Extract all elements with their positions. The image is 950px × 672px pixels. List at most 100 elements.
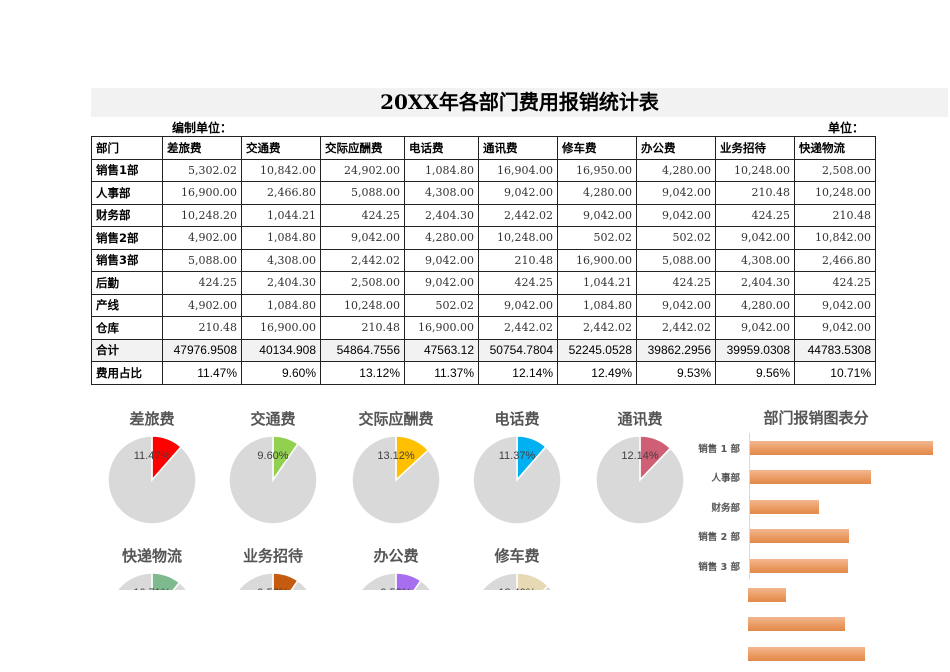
table-cell: 9.53% [636, 361, 716, 385]
bar-category-label: 销售 2 部 [698, 532, 740, 544]
table-cell: 12.49% [557, 361, 637, 385]
ratio-row: 费用占比 11.47% 9.60% 13.12% 11.37% 12.14% 12.49% 9… [91, 361, 876, 385]
pie-title: 修车费 [494, 547, 540, 565]
pie-slice-rest [116, 572, 188, 590]
pie-data-label: 12.49% [498, 587, 536, 590]
pie-slice-rest [107, 435, 197, 525]
table-cell: 54864.7556 [320, 338, 405, 362]
pie-slice-rest [360, 572, 432, 590]
bar [750, 441, 934, 455]
table-cell: 9,042.00 [478, 181, 558, 205]
expense-table: 部门 差旅费 交通费 交际应酬费 电话费 通讯费 修车费 办公费 业务招待 快递物流 销售1部 5,3… [91, 136, 876, 385]
table-cell: 2,442.02 [636, 316, 716, 340]
table-cell: 13.12% [320, 361, 405, 385]
table-cell: 52245.0528 [557, 338, 637, 362]
pie-data-label: 13.12% [377, 450, 415, 462]
pie-chart: 9.60% [228, 435, 318, 525]
pie-chart: 9.53% [360, 572, 432, 590]
pie-slice-rest [481, 572, 553, 590]
pie-charts-area: 差旅费 11.47% 交通费 9.60% 交际应酬费 13.12% 电话费 11.37% 通讯费… [107, 410, 685, 590]
table-cell: 10,842.00 [794, 226, 876, 250]
table-cell: 差旅费 [162, 136, 242, 160]
table-cell: 5,088.00 [320, 181, 405, 205]
table-cell: 1,084.80 [241, 293, 321, 317]
table-cell: 424.25 [794, 271, 876, 295]
bar-category-label: 销售 1 部 [698, 444, 740, 455]
table-cell: 9,042.00 [794, 293, 876, 317]
pie-chart: 12.49% [481, 572, 553, 590]
table-row: 产线 4,902.00 1,084.80 10,248.00 502.02 9,042.0… [91, 293, 876, 317]
row-label: 销售2部 [91, 226, 163, 250]
table-cell: 业务招待 [715, 136, 795, 160]
pie-title: 交际应酬费 [358, 410, 434, 428]
bar [750, 558, 849, 573]
table-cell: 210.48 [794, 203, 876, 227]
table-cell: 5,088.00 [162, 248, 242, 272]
table-cell: 2,404.30 [404, 203, 479, 227]
pie-title: 交通费 [250, 410, 296, 428]
table-cell: 424.25 [715, 203, 795, 227]
pie-chart: 10.71% [116, 572, 188, 590]
table-cell: 502.02 [404, 293, 479, 317]
table-cell: 2,508.00 [320, 271, 405, 295]
pie-chart: 11.37% [472, 435, 562, 525]
row-label: 人事部 [91, 181, 163, 205]
pie-title: 业务招待 [242, 547, 303, 565]
table-cell: 9.56% [715, 361, 795, 385]
table-cell: 16,900.00 [162, 181, 242, 205]
table-cell: 16,904.00 [478, 158, 558, 182]
page-title: 20XX年各部门费用报销统计表 [91, 88, 948, 117]
bar [748, 588, 786, 602]
table-cell: 4,308.00 [715, 248, 795, 272]
table-cell: 1,084.80 [241, 226, 321, 250]
table-cell: 39862.2956 [636, 338, 716, 362]
table-cell: 4,280.00 [557, 181, 637, 205]
bar-category-label: 财务部 [711, 502, 740, 514]
table-cell: 9,042.00 [320, 226, 405, 250]
table-cell: 502.02 [636, 226, 716, 250]
table-cell: 16,950.00 [557, 158, 637, 182]
table-cell: 1,044.21 [241, 203, 321, 227]
table-cell: 424.25 [320, 203, 405, 227]
bar [748, 646, 866, 661]
table-cell: 502.02 [557, 226, 637, 250]
pie-title: 差旅费 [129, 410, 175, 428]
pie-chart: 11.47% [107, 435, 197, 525]
table-row: 销售2部 4,902.00 1,084.80 9,042.00 4,280.00 10,2… [91, 226, 876, 250]
table-cell: 2,466.80 [794, 248, 876, 272]
table-cell: 10,248.00 [478, 226, 558, 250]
row-label: 销售1部 [91, 158, 163, 182]
unit-label: 单位： [828, 121, 865, 135]
table-cell: 10,248.20 [162, 203, 242, 227]
table-cell: 10.71% [794, 361, 876, 385]
row-label: 部门 [91, 136, 163, 160]
table-row: 后勤 424.25 2,404.30 2,508.00 9,042.00 424.25 1,… [91, 271, 876, 295]
pie-title: 快递物流 [121, 547, 182, 565]
table-cell: 210.48 [320, 316, 405, 340]
table-row: 人事部 16,900.00 2,466.80 5,088.00 4,308.00 9,04… [91, 181, 876, 205]
table-cell: 2,508.00 [794, 158, 876, 182]
table-cell: 10,248.00 [715, 158, 795, 182]
table-cell: 5,302.02 [162, 158, 242, 182]
table-cell: 12.14% [478, 361, 558, 385]
bar-category-label: 人事部 [711, 473, 740, 485]
table-cell: 1,084.80 [404, 158, 479, 182]
pie-slice-rest [237, 572, 309, 590]
table-cell: 4,308.00 [404, 181, 479, 205]
pie-data-label: 11.37% [499, 450, 536, 462]
table-cell: 9,042.00 [715, 226, 795, 250]
table-cell: 44783.5308 [794, 338, 876, 362]
table-cell: 2,442.02 [478, 203, 558, 227]
table-cell: 4,280.00 [715, 293, 795, 317]
pie-title: 电话费 [494, 410, 540, 428]
table-cell: 50754.7804 [478, 338, 558, 362]
bar [750, 470, 872, 485]
bar [750, 529, 850, 544]
bar-axis [749, 433, 750, 579]
bar-chart-title: 部门报销图表分 [763, 409, 869, 427]
table-cell: 9,042.00 [715, 316, 795, 340]
pie-chart: 12.14% [595, 435, 685, 525]
pie-title: 办公费 [373, 547, 419, 565]
bar-category-label: 销售 3 部 [698, 561, 740, 573]
pie-slice-rest [228, 435, 318, 525]
